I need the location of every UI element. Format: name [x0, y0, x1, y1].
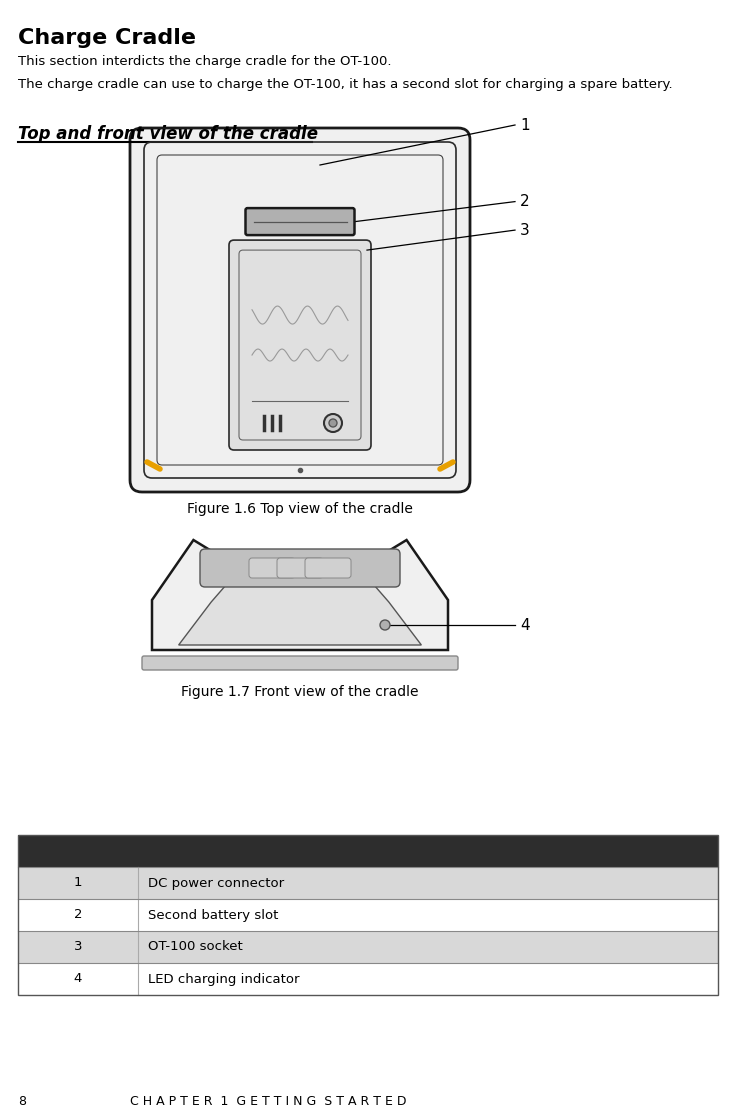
Text: OT-100 socket: OT-100 socket	[148, 940, 243, 954]
Text: 1: 1	[74, 877, 82, 890]
Text: DC power connector: DC power connector	[148, 877, 284, 890]
Text: C H A P T E R  1  G E T T I N G  S T A R T E D: C H A P T E R 1 G E T T I N G S T A R T …	[130, 1095, 406, 1108]
Text: The charge cradle can use to charge the OT-100, it has a second slot for chargin: The charge cradle can use to charge the …	[18, 78, 673, 91]
FancyBboxPatch shape	[277, 558, 323, 578]
Bar	[18, 835, 718, 866]
Bar	[18, 835, 718, 995]
Text: 3: 3	[74, 940, 82, 954]
Text: This section interdicts the charge cradle for the OT-100.: This section interdicts the charge cradl…	[18, 55, 392, 68]
Text: 4: 4	[520, 617, 530, 633]
Text: Description: Description	[389, 844, 467, 858]
FancyBboxPatch shape	[229, 240, 371, 451]
FancyBboxPatch shape	[249, 558, 295, 578]
FancyBboxPatch shape	[305, 558, 351, 578]
Polygon shape	[152, 540, 448, 650]
Bar	[18, 963, 718, 995]
Text: 4: 4	[74, 973, 82, 985]
Polygon shape	[179, 568, 421, 645]
Text: 8: 8	[18, 1095, 26, 1108]
Text: Second battery slot: Second battery slot	[148, 909, 278, 921]
Text: Figure 1.7 Front view of the cradle: Figure 1.7 Front view of the cradle	[181, 685, 419, 699]
Bar	[18, 931, 718, 963]
Text: 2: 2	[74, 909, 82, 921]
Text: Top and front view of the cradle: Top and front view of the cradle	[18, 125, 318, 143]
Circle shape	[380, 620, 390, 631]
Bar	[18, 866, 718, 899]
Circle shape	[329, 419, 337, 427]
Bar	[18, 899, 718, 931]
Text: Connector: Connector	[42, 844, 114, 858]
Text: 1: 1	[520, 117, 530, 133]
Text: 2: 2	[520, 195, 530, 209]
Text: 3: 3	[520, 222, 530, 238]
FancyBboxPatch shape	[200, 549, 400, 587]
FancyBboxPatch shape	[142, 656, 458, 670]
Circle shape	[324, 414, 342, 432]
FancyBboxPatch shape	[246, 208, 355, 235]
Text: Charge Cradle: Charge Cradle	[18, 28, 196, 48]
Text: LED charging indicator: LED charging indicator	[148, 973, 300, 985]
Text: Figure 1.6 Top view of the cradle: Figure 1.6 Top view of the cradle	[187, 502, 413, 517]
FancyBboxPatch shape	[130, 127, 470, 492]
